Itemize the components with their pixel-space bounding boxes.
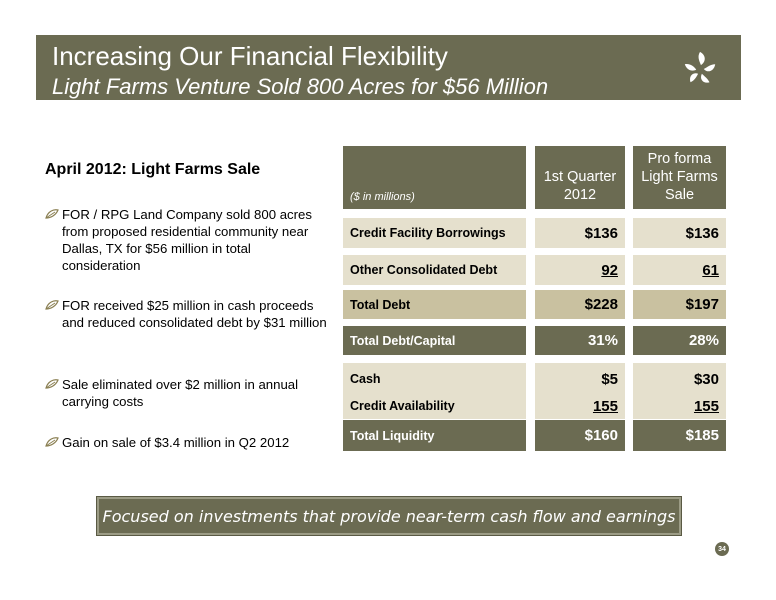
value-q1-other-debt-cell: 92 bbox=[535, 255, 625, 285]
value-q1-other-debt: 92 bbox=[601, 261, 618, 279]
liquidity-proforma-block bbox=[633, 363, 726, 419]
section-heading: April 2012: Light Farms Sale bbox=[45, 161, 261, 178]
column-header-line: 2012 bbox=[563, 187, 597, 203]
row-label-total-liquidity: Total Liquidity bbox=[343, 420, 526, 451]
bullet-text: FOR / RPG Land Company sold 800 acres fr… bbox=[62, 207, 312, 273]
column-header-line: 1st Quarter bbox=[543, 169, 617, 185]
row-label-credit-facility: Credit Facility Borrowings bbox=[343, 218, 526, 248]
page-title: Increasing Our Financial Flexibility bbox=[52, 41, 448, 71]
value-proforma-cash: $30 bbox=[693, 371, 719, 388]
value-proforma-total-liquidity: $185 bbox=[633, 420, 726, 451]
banner-text: Focused on investments that provide near… bbox=[102, 506, 676, 526]
liquidity-label-block bbox=[343, 363, 526, 419]
column-header-q1-2012: 1st Quarter 2012 bbox=[535, 146, 625, 209]
page-number-badge: 34 bbox=[715, 542, 729, 556]
value-q1-total-debt: $228 bbox=[535, 290, 625, 319]
value-q1-credit-availability: 155 bbox=[592, 398, 618, 415]
page-subtitle: Light Farms Venture Sold 800 Acres for $… bbox=[52, 74, 549, 99]
table-header-label-cell: ($ in millions) bbox=[343, 146, 526, 209]
value-q1-cash: $5 bbox=[601, 371, 618, 388]
bullet-item: FOR / RPG Land Company sold 800 acres fr… bbox=[45, 206, 330, 274]
value-proforma-credit-facility: $136 bbox=[633, 218, 726, 248]
value-proforma-total-debt: $197 bbox=[633, 290, 726, 319]
header-bar: Increasing Our Financial Flexibility Lig… bbox=[36, 35, 741, 100]
value-q1-debt-capital: 31% bbox=[535, 326, 625, 355]
column-header-line: Sale bbox=[664, 187, 695, 203]
liquidity-q1-block bbox=[535, 363, 625, 419]
focus-banner: Focused on investments that provide near… bbox=[96, 496, 682, 536]
bullet-text: Gain on sale of $3.4 million in Q2 2012 bbox=[62, 435, 290, 450]
value-proforma-other-debt-cell: 61 bbox=[633, 255, 726, 285]
leaf-bullet-icon bbox=[45, 437, 59, 447]
row-label-debt-capital: Total Debt/Capital bbox=[343, 326, 526, 355]
row-label-credit-availability: Credit Availability bbox=[350, 399, 455, 413]
leaf-cluster-logo-icon bbox=[684, 51, 716, 83]
leaf-bullet-icon bbox=[45, 300, 59, 310]
value-proforma-debt-capital: 28% bbox=[633, 326, 726, 355]
value-proforma-other-debt: 61 bbox=[702, 261, 719, 279]
row-label-cash: Cash bbox=[350, 372, 381, 386]
column-header-line: Pro forma bbox=[647, 151, 712, 167]
leaf-bullet-icon bbox=[45, 379, 59, 389]
bullet-item: Gain on sale of $3.4 million in Q2 2012 bbox=[45, 434, 330, 451]
bullet-item: Sale eliminated over $2 million in annua… bbox=[45, 376, 330, 410]
units-note: ($ in millions) bbox=[350, 191, 415, 203]
row-label-other-debt: Other Consolidated Debt bbox=[343, 255, 526, 285]
row-label-total-debt: Total Debt bbox=[343, 290, 526, 319]
bullet-text: Sale eliminated over $2 million in annua… bbox=[62, 377, 299, 409]
bullet-item: FOR received $25 million in cash proceed… bbox=[45, 297, 330, 331]
column-header-line: Light Farms bbox=[641, 169, 718, 185]
bullet-text: FOR received $25 million in cash proceed… bbox=[62, 298, 327, 330]
value-proforma-credit-availability: 155 bbox=[693, 398, 719, 415]
value-q1-credit-facility: $136 bbox=[535, 218, 625, 248]
value-q1-total-liquidity: $160 bbox=[535, 420, 625, 451]
column-header-pro-forma: Pro forma Light Farms Sale bbox=[633, 146, 726, 209]
leaf-bullet-icon bbox=[45, 209, 59, 219]
